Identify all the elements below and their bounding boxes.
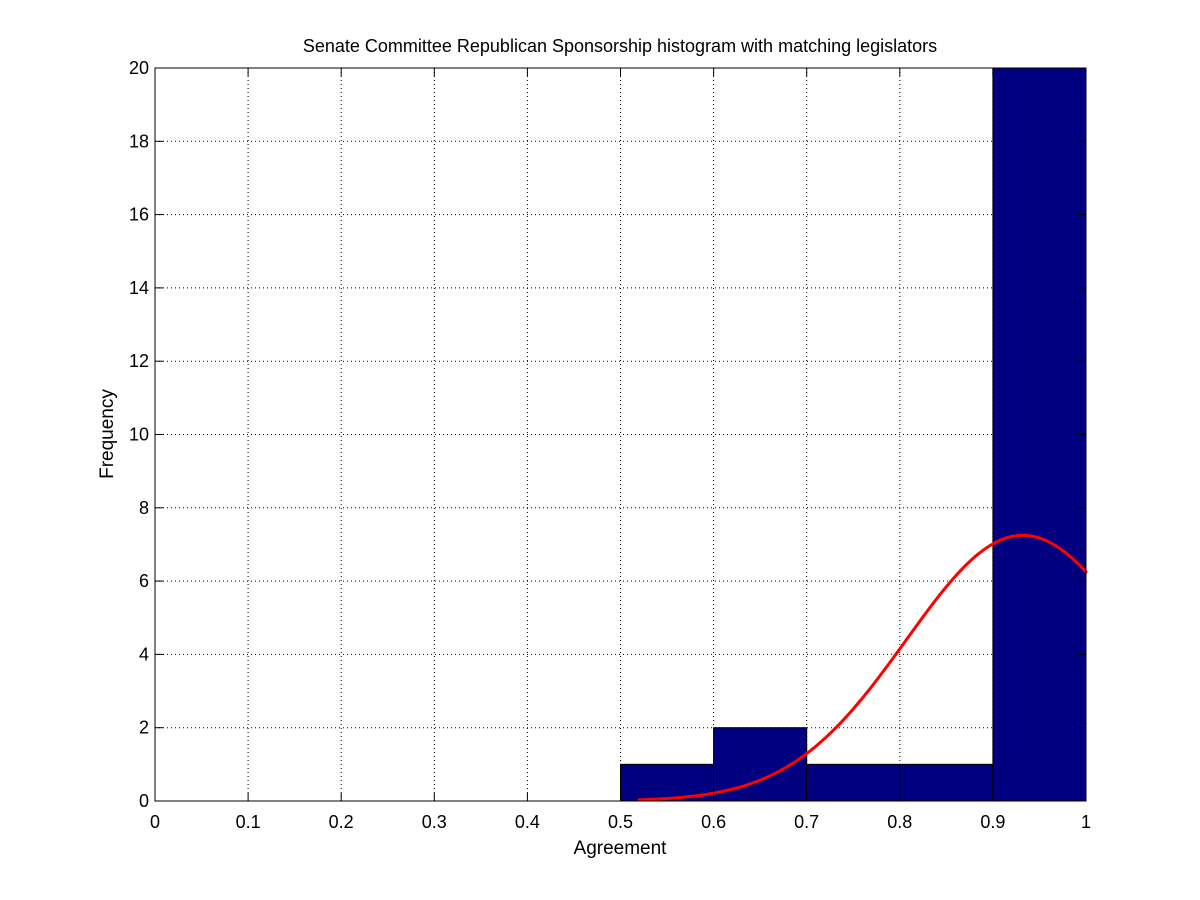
y-tick-label: 0 (139, 791, 149, 811)
y-tick-label: 10 (129, 425, 149, 445)
y-tick-label: 16 (129, 205, 149, 225)
histogram-bar-5 (992, 67, 1087, 802)
x-axis-label: Agreement (574, 838, 668, 859)
y-tick-label: 6 (139, 571, 149, 591)
y-axis-label: Frequency (97, 389, 118, 479)
x-tick-label: 0.2 (329, 812, 354, 832)
y-tick-label: 20 (129, 58, 149, 78)
histogram-bar-3 (806, 763, 901, 802)
y-tick-label: 12 (129, 351, 149, 371)
x-tick-label: 0.7 (794, 812, 819, 832)
tick-layer: 0 0.1 0.2 0.3 0.4 0.5 0.6 0.7 0.8 0.9 102468101214… (129, 58, 1091, 832)
y-tick-label: 18 (129, 131, 149, 151)
histogram-bar-4 (899, 763, 994, 802)
x-tick-label: 1 (1081, 812, 1091, 832)
y-tick-label: 2 (139, 718, 149, 738)
x-tick-label: 0 (150, 812, 160, 832)
chart-title: Senate Committee Republican Sponsorship … (303, 36, 937, 56)
x-tick-label: 0.1 (236, 812, 261, 832)
x-tick-label: 0.4 (515, 812, 540, 832)
x-tick-label: 0.3 (422, 812, 447, 832)
x-tick-label: 0.9 (980, 812, 1005, 832)
x-tick-label: 0.6 (701, 812, 726, 832)
y-tick-label: 8 (139, 498, 149, 518)
y-tick-label: 4 (139, 644, 149, 664)
x-tick-label: 0.8 (887, 812, 912, 832)
x-tick-label: 0.5 (608, 812, 633, 832)
y-tick-label: 14 (129, 278, 149, 298)
bar-layer (620, 67, 1087, 802)
